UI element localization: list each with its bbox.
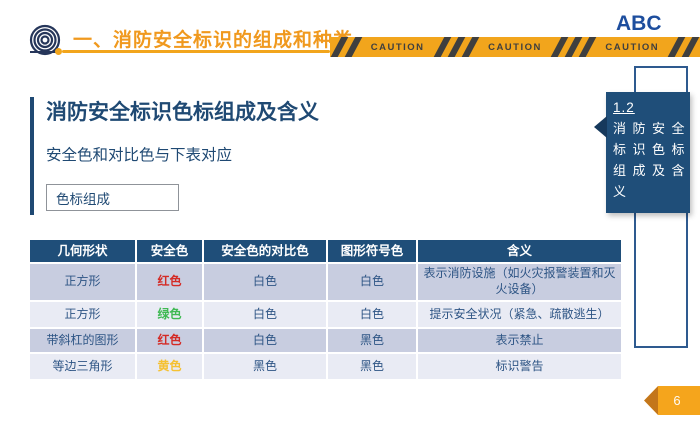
- col-header-safety: 安全色: [137, 240, 202, 262]
- page-number-badge: 6: [644, 386, 700, 415]
- color-code-table: 几何形状 安全色 安全色的对比色 图形符号色 含义 正方形 红色 白色 白色 表…: [30, 240, 621, 379]
- col-header-contrast: 安全色的对比色: [204, 240, 326, 262]
- coil-icon: [29, 24, 61, 56]
- tag-box: 色标组成: [46, 184, 179, 211]
- section-label-line: 标识色标: [613, 142, 692, 157]
- page-number: 6: [673, 393, 681, 408]
- cell-safety-color: 红色: [137, 329, 202, 352]
- caution-stripes: [548, 37, 600, 57]
- cell-symbol: 黑色: [328, 329, 416, 352]
- col-header-shape: 几何形状: [30, 240, 135, 262]
- title-accent-bar: [30, 97, 34, 215]
- company-logo: ABC: [616, 12, 662, 35]
- cell-contrast: 白色: [204, 302, 326, 327]
- cell-meaning: 表示消防设施（如火灾报警装置和灭火设备）: [418, 264, 621, 300]
- callout-tail: [594, 116, 607, 138]
- title-underline: [62, 50, 330, 53]
- cell-symbol: 白色: [328, 302, 416, 327]
- cell-contrast: 白色: [204, 264, 326, 300]
- cell-safety-color: 红色: [137, 264, 202, 300]
- caution-label: CAUTION: [605, 41, 660, 53]
- caution-tape: CAUTION CAUTION CAUTION: [330, 37, 700, 57]
- section-number: 1.2: [613, 100, 635, 115]
- caution-label: CAUTION: [370, 41, 425, 53]
- col-header-meaning: 含义: [418, 240, 621, 262]
- content-title: 消防安全标识色标组成及含义: [46, 101, 319, 124]
- cell-meaning: 标识警告: [418, 354, 621, 379]
- cell-meaning: 提示安全状况（紧急、疏散逃生）: [418, 302, 621, 327]
- title-underline-navy: [30, 51, 57, 53]
- cell-shape: 带斜杠的图形: [30, 329, 135, 352]
- caution-stripes: [430, 37, 482, 57]
- section-label-line: 消防安全: [613, 121, 692, 136]
- cell-symbol: 白色: [328, 264, 416, 300]
- caution-label: CAUTION: [488, 41, 542, 53]
- cell-shape: 正方形: [30, 264, 135, 300]
- cell-symbol: 黑色: [328, 354, 416, 379]
- section-label-line: 义: [613, 184, 633, 199]
- col-header-symbol: 图形符号色: [328, 240, 416, 262]
- caution-stripes: [330, 37, 365, 57]
- cell-meaning: 表示禁止: [418, 329, 621, 352]
- caution-stripes: [665, 37, 700, 57]
- cell-contrast: 白色: [204, 329, 326, 352]
- section-callout: 1.2 消防安全 标识色标 组成及含 义: [594, 92, 692, 213]
- cell-safety-color: 黄色: [137, 354, 202, 379]
- content-subtitle: 安全色和对比色与下表对应: [46, 147, 233, 164]
- cell-shape: 正方形: [30, 302, 135, 327]
- slide-title: 一、消防安全标识的组成和种类: [73, 30, 354, 51]
- cell-shape: 等边三角形: [30, 354, 135, 379]
- cell-safety-color: 绿色: [137, 302, 202, 327]
- section-label-line: 组成及含: [613, 163, 692, 178]
- cell-contrast: 黑色: [204, 354, 326, 379]
- title-underline-dot: [55, 48, 62, 55]
